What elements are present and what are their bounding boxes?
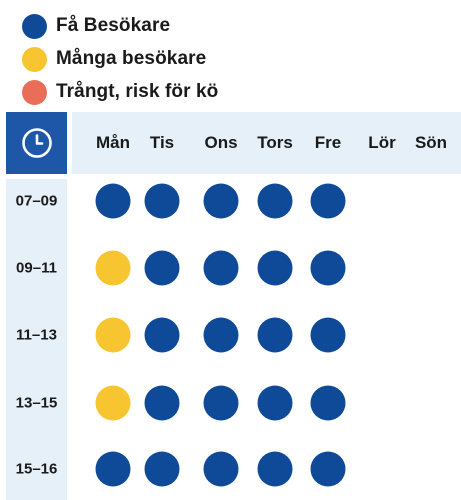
time-label-0: 07–09 — [15, 192, 58, 210]
occupancy-dot-3-1 — [144, 385, 180, 421]
occupancy-dot-3-2 — [203, 385, 239, 421]
legend-label-few: Få Besökare — [56, 15, 171, 36]
occupancy-dot-1-1 — [144, 250, 180, 286]
legend-item-crowded: Trångt, risk för kö — [22, 76, 218, 108]
occupancy-dot-4-4 — [310, 451, 346, 487]
occupancy-dot-3-3 — [257, 385, 293, 421]
day-label-6: Sön — [414, 133, 448, 152]
occupancy-dot-1-3 — [257, 250, 293, 286]
legend-dot-many — [22, 46, 47, 72]
day-label-3: Tors — [257, 133, 293, 152]
occupancy-dot-2-0 — [95, 317, 131, 353]
time-header — [6, 112, 67, 174]
occupancy-dot-2-3 — [257, 317, 293, 353]
occupancy-dot-2-2 — [203, 317, 239, 353]
occupancy-dot-0-2 — [203, 183, 239, 219]
occupancy-dot-2-4 — [310, 317, 346, 353]
occupancy-dot-2-1 — [144, 317, 180, 353]
time-label-2: 11–13 — [16, 326, 57, 344]
occupancy-dot-4-2 — [203, 451, 239, 487]
day-label-2: Ons — [204, 133, 238, 152]
legend-label-many: Många besökare — [56, 48, 207, 69]
day-label-1: Tis — [149, 133, 175, 152]
occupancy-dot-4-3 — [257, 451, 293, 487]
occupancy-dot-0-4 — [310, 183, 346, 219]
occupancy-dot-0-3 — [257, 183, 293, 219]
occupancy-dot-1-2 — [203, 250, 239, 286]
day-header: Mån Tis Ons Tors Fre Lör Sön — [72, 112, 461, 174]
legend: Få Besökare Många besökare Trångt, risk … — [22, 10, 218, 109]
legend-dot-crowded — [22, 79, 47, 105]
occupancy-dot-3-4 — [310, 385, 346, 421]
occupancy-dot-1-0 — [95, 250, 131, 286]
occupancy-dot-0-0 — [95, 183, 131, 219]
occupancy-dot-4-0 — [95, 451, 131, 487]
legend-item-many-visitors: Många besökare — [22, 43, 218, 75]
time-label-3: 13–15 — [15, 394, 58, 412]
occupancy-dot-4-1 — [144, 451, 180, 487]
time-label-1: 09–11 — [16, 259, 57, 277]
day-label-0: Mån — [96, 133, 130, 152]
time-label-4: 15–16 — [15, 460, 58, 478]
legend-label-crowded: Trångt, risk för kö — [56, 81, 219, 102]
legend-item-few-visitors: Få Besökare — [22, 10, 218, 42]
time-column — [6, 179, 67, 500]
occupancy-dot-0-1 — [144, 183, 180, 219]
day-label-4: Fre — [314, 133, 342, 152]
legend-dot-few — [22, 13, 47, 39]
day-label-5: Lör — [368, 133, 396, 152]
clock-icon — [21, 128, 52, 158]
occupancy-dot-1-4 — [310, 250, 346, 286]
occupancy-dot-3-0 — [95, 385, 131, 421]
